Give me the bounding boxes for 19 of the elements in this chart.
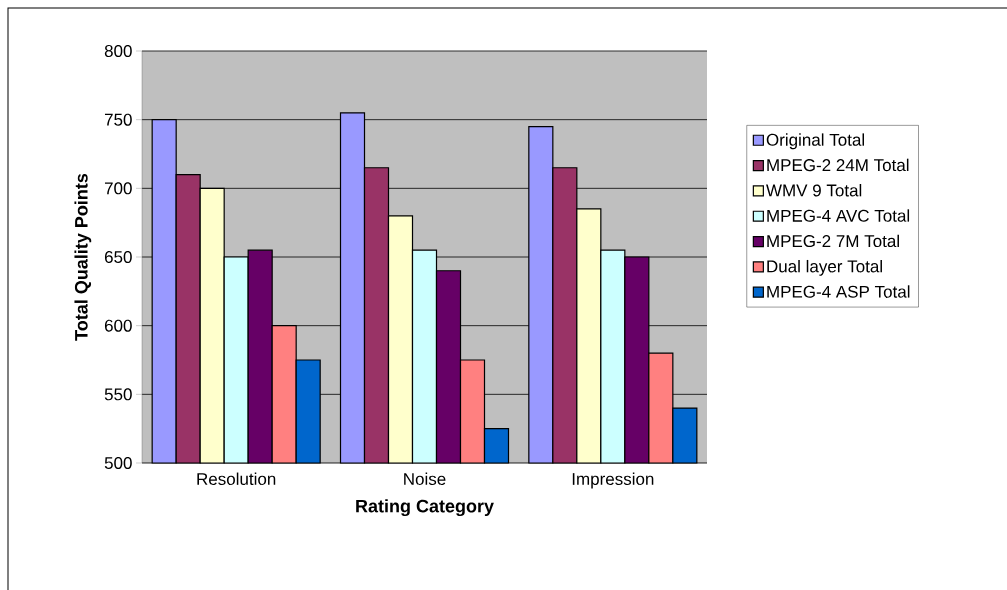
y-tick-label: 700 (104, 182, 132, 195)
x-tick-label: Resolution (197, 472, 276, 486)
legend-label: Original Total (766, 133, 865, 150)
x-tick-label: Impression (572, 472, 654, 489)
legend-label: MPEG-2 24M Total (767, 158, 909, 172)
y-tick-label: 500 (104, 456, 132, 470)
legend-label: WMV 9 Total (766, 184, 862, 197)
y-axis-title: Total Quality Points (74, 173, 92, 341)
y-tick-label: 600 (104, 319, 132, 332)
legend-label: MPEG-4 AVC Total (767, 209, 910, 222)
legend-label: MPEG-4 ASP Total (767, 285, 910, 298)
y-tick-label: 650 (104, 250, 132, 264)
y-tick-label: 750 (104, 113, 132, 126)
x-tick-label: Noise (404, 472, 446, 486)
legend-label: MPEG-2 7M Total (767, 234, 899, 248)
x-axis-title: Rating Category (356, 499, 494, 517)
legend-label: Dual layer Total (767, 259, 882, 276)
y-tick-label: 800 (104, 44, 132, 58)
y-tick-label: 550 (104, 388, 132, 401)
